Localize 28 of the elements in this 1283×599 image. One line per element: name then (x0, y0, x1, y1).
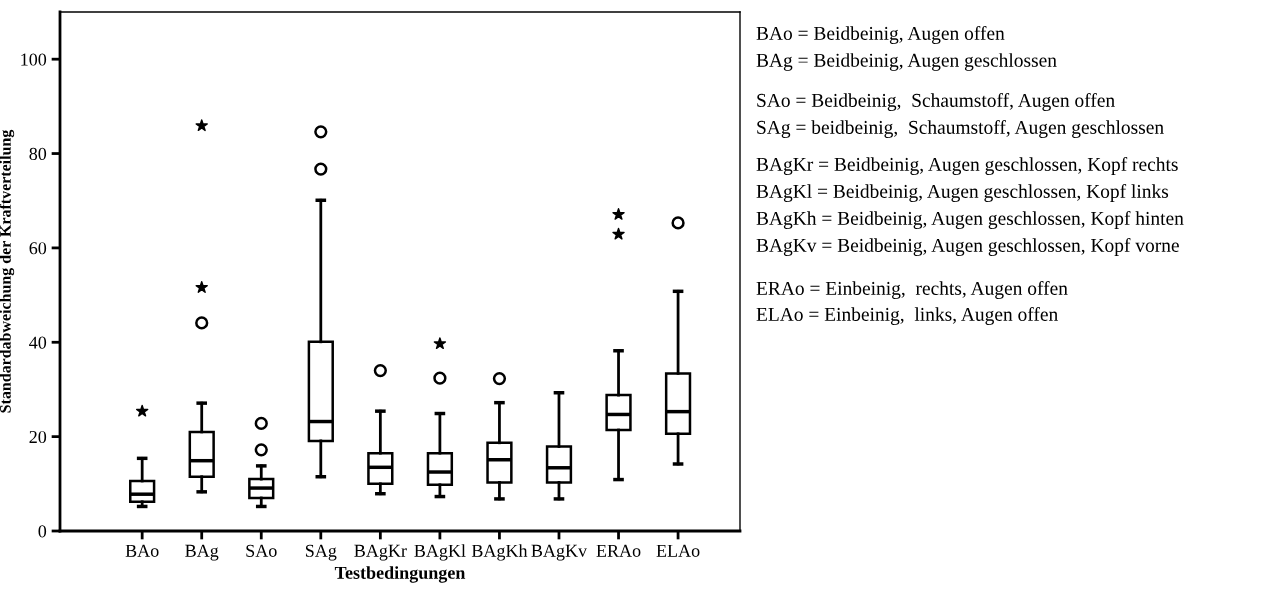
y-tick-label: 80 (29, 147, 47, 160)
text: ERAo = Einbeinig, rechts, Augen offen (756, 281, 1068, 299)
text: ELAo = Einbeinig, links, Augen offen (756, 307, 1058, 325)
y-tick-label: 100 (21, 53, 47, 66)
y-tick-label: 40 (29, 336, 47, 349)
x-tick-label: BAgKr (354, 544, 407, 561)
text: BAgKl = Beidbeinig, Augen geschlossen, Kopf links (756, 184, 1169, 202)
x-tick-label: ERAo (596, 544, 641, 557)
y-tick-label: 0 (38, 525, 47, 538)
text: BAgKh = Beidbeinig, Augen geschlossen, Kopf hinten (756, 211, 1184, 229)
x-tick-label: ELAo (656, 544, 700, 557)
text: BAgKv = Beidbeinig, Augen geschlossen, Kopf vorne (756, 238, 1179, 256)
x-axis-title: Testbedingungen (334, 566, 466, 583)
y-axis-title: Standardabweichung der Kraftverteilung (0, 129, 15, 413)
text: SAo = Beidbeinig, Schaumstoff, Augen offen (757, 93, 1115, 111)
x-tick-label: SAg (305, 544, 337, 561)
y-tick-label: 20 (29, 430, 47, 444)
x-tick-label: BAgKl (414, 544, 466, 561)
text: BAgKr = Beidbeinig, Augen geschlossen, Kopf rechts (756, 157, 1178, 175)
y-tick-label: 60 (29, 242, 47, 255)
text: SAg = beidbeinig, Schaumstoff, Augen geschlossen (757, 120, 1164, 138)
x-tick-label: BAo (125, 544, 159, 557)
x-tick-label: SAo (246, 544, 277, 557)
x-tick-label: BAgKv (531, 544, 588, 561)
x-tick-label: BAgKh (471, 544, 528, 561)
text: BAg = Beidbeinig, Augen geschlossen (756, 53, 1057, 71)
text: BAo = Beidbeinig, Augen offen (756, 26, 1005, 44)
x-tick-label: BAg (185, 544, 219, 561)
